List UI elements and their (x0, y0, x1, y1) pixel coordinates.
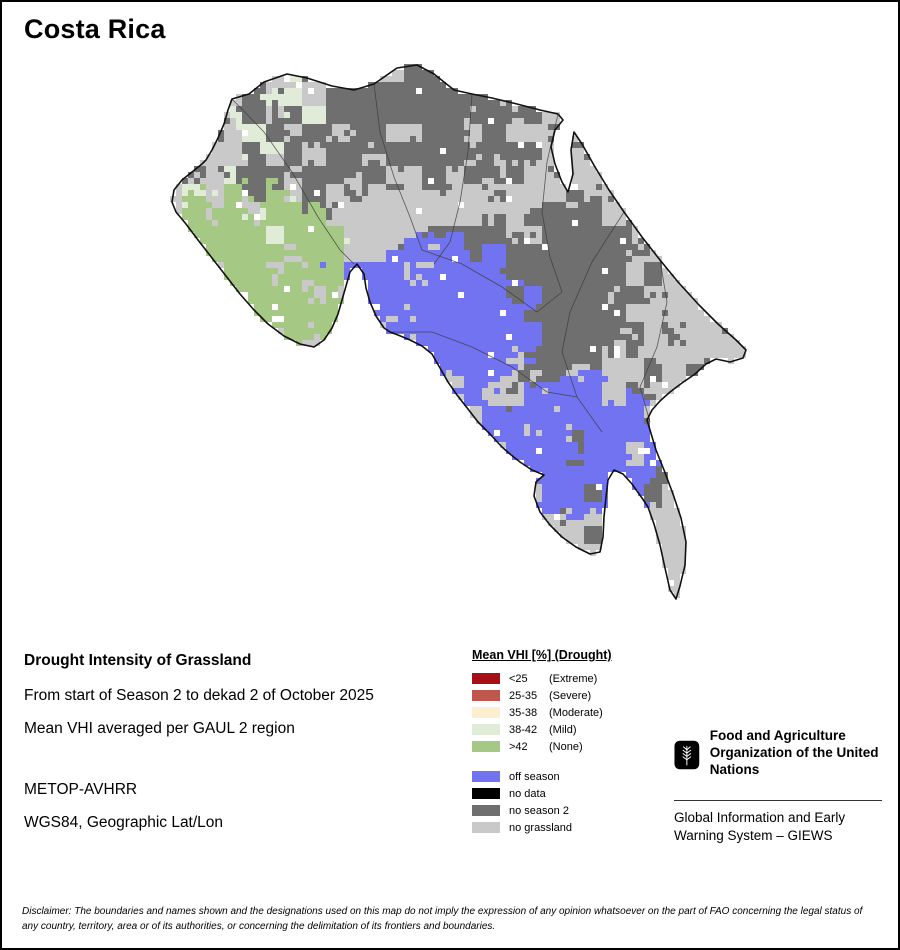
legend-item: no season 2 (472, 802, 612, 819)
footer-divider (674, 800, 882, 801)
legend-title: Mean VHI [%] (Drought) (472, 648, 612, 662)
giews-name: Global Information and Early Warning Sys… (674, 810, 846, 843)
legend-swatch-no-data (472, 788, 500, 799)
legend-item: no grassland (472, 819, 612, 836)
map-subtitle: Drought Intensity of Grassland (24, 652, 252, 669)
map-projection: WGS84, Geographic Lat/Lon (24, 814, 224, 831)
org-footer: Food and Agriculture Organization of the… (674, 724, 882, 845)
legend-drought-group: <25 (Extreme) 25-35 (Severe) 35-38 (Mode… (472, 670, 612, 755)
legend-item: no data (472, 785, 612, 802)
legend-item: >42 (None) (472, 738, 612, 755)
legend-swatch-extreme (472, 673, 500, 684)
legend-item: <25 (Extreme) (472, 670, 612, 687)
legend-swatch-none (472, 741, 500, 752)
fao-logo (674, 740, 700, 770)
spacer (24, 753, 374, 781)
spacer (472, 755, 612, 768)
legend-swatch-mild (472, 724, 500, 735)
page-title: Costa Rica (24, 14, 166, 44)
map-period: From start of Season 2 to dekad 2 of Oct… (24, 687, 374, 704)
legend-swatch-off-season (472, 771, 500, 782)
legend-item: 38-42 (Mild) (472, 721, 612, 738)
legend-season-group: off season no data no season 2 no grassl… (472, 768, 612, 836)
disclaimer-text: Disclaimer: The boundaries and names sho… (22, 906, 863, 932)
map-sensor: METOP-AVHRR (24, 781, 138, 798)
map-aggregation: Mean VHI averaged per GAUL 2 region (24, 720, 295, 737)
legend-swatch-severe (472, 690, 500, 701)
legend: Mean VHI [%] (Drought) <25 (Extreme) 25-… (472, 648, 612, 836)
legend-item: off season (472, 768, 612, 785)
legend-swatch-no-grassland (472, 822, 500, 833)
fao-name: Food and Agriculture Organization of the… (709, 728, 879, 777)
legend-item: 35-38 (Moderate) (472, 704, 612, 721)
map-info-block: Drought Intensity of Grassland From star… (24, 652, 374, 847)
wheat-icon (682, 745, 692, 766)
legend-item: 25-35 (Severe) (472, 687, 612, 704)
legend-swatch-no-season2 (472, 805, 500, 816)
legend-swatch-moderate (472, 707, 500, 718)
fao-branding: Food and Agriculture Organization of the… (674, 724, 882, 786)
